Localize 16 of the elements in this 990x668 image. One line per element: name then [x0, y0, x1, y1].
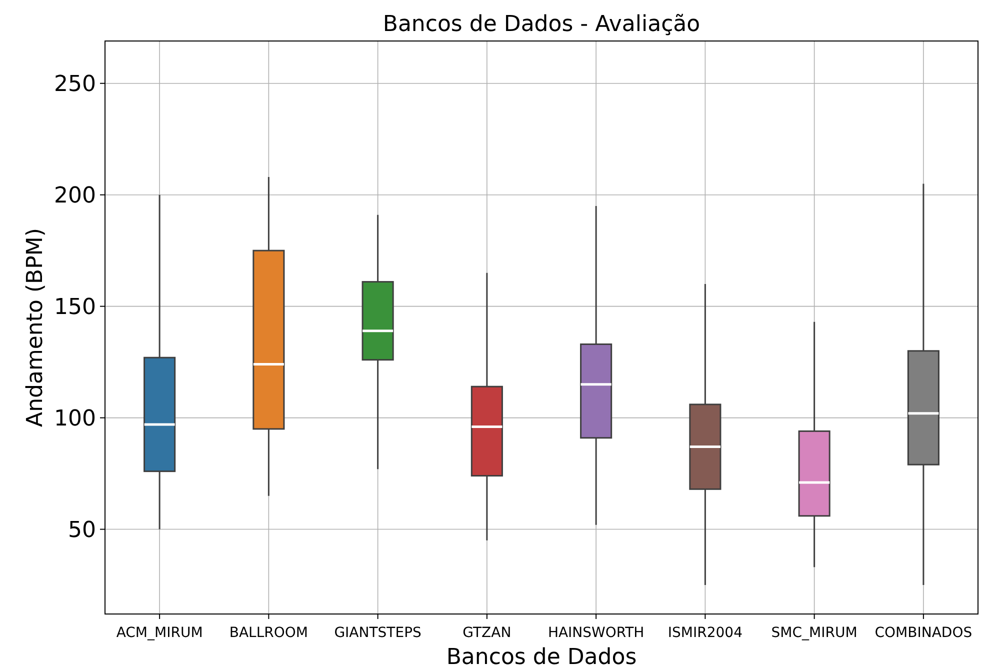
x-tick-label: SMC_MIRUM: [771, 625, 858, 641]
y-tick-label: 250: [54, 72, 96, 98]
x-tick-label: BALLROOM: [229, 625, 308, 641]
x-tick-label: ACM_MIRUM: [116, 625, 203, 641]
y-tick-label: 100: [54, 406, 96, 432]
y-axis-title: Andamento (BPM): [23, 228, 48, 427]
chart-title: Bancos de Dados - Avaliação: [382, 12, 700, 37]
y-tick-label: 200: [54, 184, 96, 209]
y-tick-label: 150: [54, 295, 96, 320]
x-tick-label: COMBINADOS: [874, 625, 972, 641]
x-tick-label: GTZAN: [462, 625, 512, 641]
x-tick-label: ISMIR2004: [668, 625, 743, 641]
y-tick-label: 50: [68, 518, 96, 543]
x-axis-title: Bancos de Dados: [446, 645, 637, 668]
x-tick-label: GIANTSTEPS: [334, 625, 422, 641]
x-tick-label: HAINSWORTH: [548, 625, 644, 641]
